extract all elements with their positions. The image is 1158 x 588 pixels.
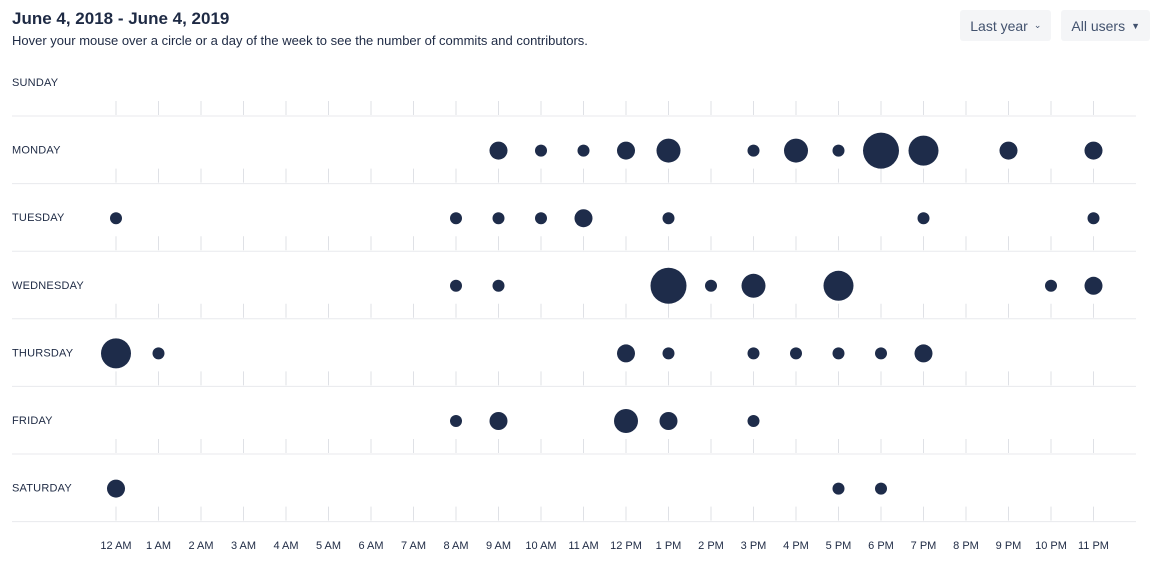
- commit-dot-monday-9-pm[interactable]: [999, 141, 1018, 160]
- day-label-tuesday[interactable]: TUESDAY: [12, 212, 65, 224]
- hour-label-9-am[interactable]: 9 AM: [486, 540, 511, 552]
- hour-label-10-am[interactable]: 10 AM: [525, 540, 556, 552]
- commit-dot-tuesday-12-am[interactable]: [110, 212, 122, 225]
- day-label-monday[interactable]: MONDAY: [12, 145, 61, 157]
- commit-dot-monday-9-am[interactable]: [489, 141, 508, 160]
- commit-dot-tuesday-7-pm[interactable]: [917, 212, 930, 225]
- commit-dot-wednesday-5-pm[interactable]: [823, 270, 854, 301]
- users-label: All users: [1071, 17, 1126, 34]
- hour-label-8-am[interactable]: 8 AM: [443, 540, 468, 552]
- day-label-friday[interactable]: FRIDAY: [12, 415, 53, 427]
- commit-dot-thursday-12-pm[interactable]: [617, 344, 635, 363]
- commit-dot-monday-1-pm[interactable]: [656, 138, 681, 163]
- commit-dot-tuesday-1-pm[interactable]: [662, 212, 675, 225]
- commit-dot-tuesday-11-am[interactable]: [574, 209, 593, 228]
- commit-dot-saturday-6-pm[interactable]: [875, 482, 887, 495]
- hour-label-11-am[interactable]: 11 AM: [568, 540, 598, 552]
- commit-dot-friday-1-pm[interactable]: [659, 412, 678, 430]
- commit-dot-friday-8-am[interactable]: [450, 415, 462, 427]
- commit-dot-wednesday-1-pm[interactable]: [650, 267, 687, 304]
- commit-dot-wednesday-11-pm[interactable]: [1084, 276, 1103, 295]
- commit-dot-monday-6-pm[interactable]: [863, 132, 899, 169]
- commit-dot-tuesday-9-am[interactable]: [492, 212, 505, 225]
- commit-dot-thursday-4-pm[interactable]: [790, 347, 802, 360]
- hour-label-1-pm[interactable]: 1 PM: [656, 540, 682, 552]
- hour-label-3-pm[interactable]: 3 PM: [741, 540, 767, 552]
- commit-dot-thursday-5-pm[interactable]: [832, 347, 845, 360]
- hour-label-4-pm[interactable]: 4 PM: [783, 540, 809, 552]
- commit-dot-wednesday-9-am[interactable]: [492, 279, 505, 292]
- hour-label-8-pm[interactable]: 8 PM: [953, 540, 979, 552]
- hour-label-9-pm[interactable]: 9 PM: [996, 540, 1022, 552]
- commit-dot-monday-4-pm[interactable]: [784, 138, 808, 163]
- hour-label-12-pm[interactable]: 12 PM: [610, 540, 642, 552]
- day-label-sunday[interactable]: SUNDAY: [12, 77, 59, 89]
- commit-dot-tuesday-8-am[interactable]: [450, 212, 462, 225]
- chart-controls: Last year ⌄ All users ▼: [960, 10, 1150, 41]
- commit-dot-monday-11-am[interactable]: [577, 144, 590, 157]
- hour-label-12-am[interactable]: 12 AM: [100, 540, 131, 552]
- commit-dot-wednesday-2-pm[interactable]: [705, 279, 717, 292]
- commit-dot-thursday-1-pm[interactable]: [662, 347, 675, 360]
- commit-dot-wednesday-8-am[interactable]: [450, 279, 462, 292]
- commit-dot-monday-11-pm[interactable]: [1084, 141, 1103, 160]
- commit-dot-thursday-1-am[interactable]: [152, 347, 165, 360]
- commit-dot-tuesday-11-pm[interactable]: [1087, 212, 1100, 225]
- hour-label-7-pm[interactable]: 7 PM: [911, 540, 937, 552]
- hour-label-11-pm[interactable]: 11 PM: [1078, 540, 1109, 552]
- hour-label-7-am[interactable]: 7 AM: [401, 540, 426, 552]
- commit-dot-tuesday-10-am[interactable]: [535, 212, 547, 225]
- hour-label-4-am[interactable]: 4 AM: [273, 540, 298, 552]
- commit-dot-thursday-7-pm[interactable]: [914, 344, 933, 363]
- date-range-title: June 4, 2018 - June 4, 2019: [12, 9, 230, 28]
- hour-label-10-pm[interactable]: 10 PM: [1035, 540, 1067, 552]
- commit-dot-monday-3-pm[interactable]: [747, 144, 760, 157]
- commit-dot-thursday-12-am[interactable]: [101, 338, 131, 369]
- time-range-dropdown[interactable]: Last year ⌄: [960, 10, 1052, 41]
- commit-dot-monday-10-am[interactable]: [535, 144, 547, 157]
- commit-dot-thursday-3-pm[interactable]: [747, 347, 760, 360]
- commit-dot-monday-7-pm[interactable]: [908, 135, 939, 166]
- day-label-wednesday[interactable]: WEDNESDAY: [12, 280, 84, 292]
- commit-dot-friday-12-pm[interactable]: [614, 409, 638, 433]
- time-range-label: Last year: [970, 17, 1028, 34]
- commit-dot-wednesday-3-pm[interactable]: [741, 273, 766, 298]
- day-label-saturday[interactable]: SATURDAY: [12, 483, 72, 495]
- hour-label-1-am[interactable]: 1 AM: [146, 540, 171, 552]
- commit-dot-saturday-12-am[interactable]: [107, 479, 125, 498]
- commit-dot-monday-5-pm[interactable]: [832, 144, 845, 157]
- commit-dot-wednesday-10-pm[interactable]: [1045, 279, 1057, 292]
- chart-header: June 4, 2018 - June 4, 2019 Hover your m…: [12, 8, 588, 49]
- users-dropdown[interactable]: All users ▼: [1061, 10, 1150, 41]
- chevron-down-icon: ⌄: [1033, 20, 1042, 30]
- commit-dot-monday-12-pm[interactable]: [617, 141, 635, 160]
- caret-down-icon: ▼: [1131, 20, 1140, 31]
- commit-dot-saturday-5-pm[interactable]: [832, 482, 845, 495]
- commit-dot-friday-3-pm[interactable]: [747, 415, 760, 427]
- commit-dot-thursday-6-pm[interactable]: [875, 347, 887, 360]
- hour-label-2-am[interactable]: 2 AM: [188, 540, 213, 552]
- hour-label-6-pm[interactable]: 6 PM: [868, 540, 894, 552]
- hour-label-6-am[interactable]: 6 AM: [358, 540, 383, 552]
- hour-label-5-am[interactable]: 5 AM: [316, 540, 341, 552]
- chart-instructions: Hover your mouse over a circle or a day …: [12, 33, 588, 48]
- hour-label-2-pm[interactable]: 2 PM: [698, 540, 724, 552]
- hour-label-3-am[interactable]: 3 AM: [231, 540, 256, 552]
- day-label-thursday[interactable]: THURSDAY: [12, 347, 74, 359]
- commit-dot-friday-9-am[interactable]: [489, 412, 508, 430]
- hour-label-5-pm[interactable]: 5 PM: [826, 540, 852, 552]
